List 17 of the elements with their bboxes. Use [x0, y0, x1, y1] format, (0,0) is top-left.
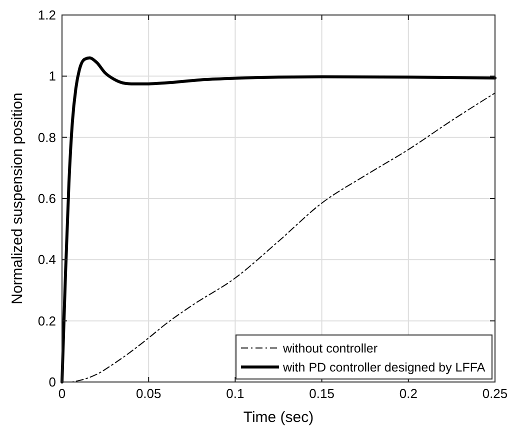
- y-tick-label: 0.4: [38, 252, 56, 268]
- x-tick-label: 0.1: [226, 386, 244, 401]
- y-tick-label: 0.2: [38, 313, 56, 328]
- x-tick-label: 0.2: [399, 386, 418, 401]
- x-tick-label: 0.05: [136, 386, 162, 401]
- y-tick-label: 1: [48, 68, 56, 84]
- x-tick-label: 0.15: [309, 386, 334, 401]
- legend-label: with PD controller designed by LFFA: [282, 360, 486, 374]
- y-tick-label: 1.2: [38, 8, 56, 22]
- x-axis-title: Time (sec): [243, 409, 314, 426]
- y-tick-label: 0.8: [38, 130, 56, 145]
- y-tick-label: 0: [48, 374, 56, 390]
- y-axis-title: Normalized suspension position: [9, 92, 26, 304]
- legend-label: without controller: [282, 342, 378, 356]
- x-tick-label: 0.25: [482, 386, 508, 401]
- y-tick-label: 0.6: [38, 191, 56, 206]
- x-tick-label: 0: [58, 386, 66, 401]
